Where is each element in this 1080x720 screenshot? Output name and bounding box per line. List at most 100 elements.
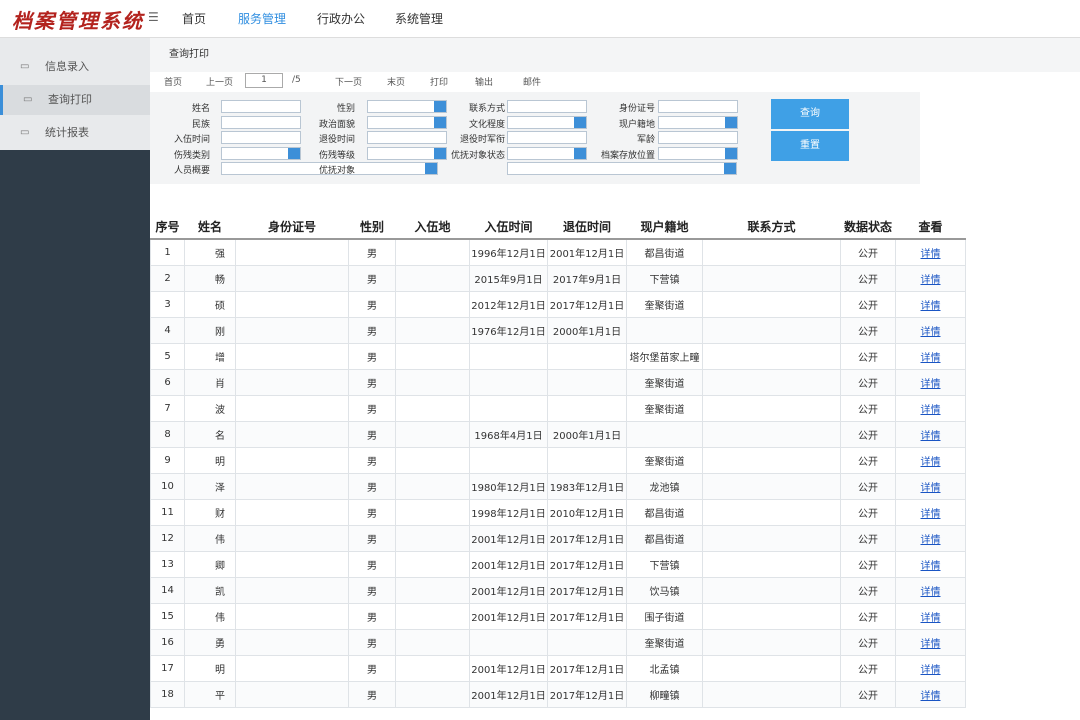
toolbar-print[interactable]: 打印 xyxy=(430,78,449,88)
field-label: 民族 xyxy=(191,119,210,130)
table-cell: 详情 xyxy=(895,317,966,344)
table-cell: 伟 xyxy=(184,525,236,552)
table-cell: 2012年12月1日 xyxy=(469,291,548,318)
table-cell: 下营镇 xyxy=(626,265,703,292)
table-cell xyxy=(547,395,627,422)
page-input[interactable]: 1 xyxy=(245,73,283,88)
detail-link[interactable]: 详情 xyxy=(920,483,941,494)
column-header: 联系方式 xyxy=(702,214,841,240)
nav-item[interactable]: 首页 xyxy=(182,12,207,26)
table-cell: 男 xyxy=(348,499,396,526)
sidebar-item[interactable]: 统计报表 ▭ xyxy=(0,118,150,148)
table-cell: 硕 xyxy=(184,291,236,318)
select-input[interactable] xyxy=(507,162,737,175)
text-input[interactable] xyxy=(658,100,738,113)
select-input[interactable] xyxy=(658,146,738,160)
select-input[interactable] xyxy=(507,146,587,160)
text-input[interactable] xyxy=(507,131,587,144)
table-cell: 10 xyxy=(150,473,185,500)
table-cell xyxy=(395,473,470,500)
toolbar-export[interactable]: 输出 xyxy=(475,78,494,88)
table-cell: 龙池镇 xyxy=(626,473,703,500)
column-header: 现户籍地 xyxy=(626,214,703,240)
text-input[interactable] xyxy=(221,115,301,129)
table-cell: 2000年1月1日 xyxy=(547,421,627,448)
nav-item[interactable]: 行政办公 xyxy=(317,12,366,26)
button[interactable]: 重置 xyxy=(771,131,849,161)
detail-link[interactable]: 详情 xyxy=(920,639,941,650)
detail-link[interactable]: 详情 xyxy=(920,431,941,442)
column-header: 查看 xyxy=(895,214,966,240)
table-cell: 详情 xyxy=(895,395,966,422)
toolbar-last[interactable]: 末页 xyxy=(387,78,406,88)
sidebar-item[interactable]: 查询打印 ▭ xyxy=(0,85,150,115)
field-label: 性别 xyxy=(336,104,355,114)
detail-link[interactable]: 详情 xyxy=(920,353,941,364)
detail-link[interactable]: 详情 xyxy=(920,613,941,624)
table-cell: 男 xyxy=(348,447,396,474)
detail-link[interactable]: 详情 xyxy=(920,587,941,598)
table-cell: 2001年12月1日 xyxy=(469,525,548,552)
detail-link[interactable]: 详情 xyxy=(920,561,941,572)
toolbar-prev[interactable]: 上一页 xyxy=(206,78,234,88)
table-cell xyxy=(702,421,841,448)
button[interactable]: 查询 xyxy=(771,99,849,129)
select-input[interactable] xyxy=(367,146,447,160)
dropdown-arrow xyxy=(434,116,446,128)
dropdown-arrow xyxy=(434,101,446,112)
text-input[interactable] xyxy=(367,131,447,144)
detail-link[interactable]: 详情 xyxy=(920,301,941,312)
table-cell: 详情 xyxy=(895,499,966,526)
table-cell: 8 xyxy=(150,421,185,448)
result-table: 序号 姓名 身份证号 性别 入伍地 入伍时间 退伍时间 现户籍地 联系方式 数据状态 查看 1 强男 19… xyxy=(150,214,966,708)
table-cell: 男 xyxy=(348,577,396,604)
detail-link[interactable]: 详情 xyxy=(920,379,941,390)
detail-link[interactable]: 详情 xyxy=(920,327,941,338)
text-input[interactable] xyxy=(507,100,587,113)
table-cell: 1998年12月1日 xyxy=(469,499,548,526)
table-cell: 1 xyxy=(150,238,185,266)
select-input[interactable] xyxy=(221,146,301,160)
table-cell xyxy=(235,655,349,682)
table-cell: 4 xyxy=(150,317,185,344)
detail-link[interactable]: 详情 xyxy=(920,665,941,676)
table-cell: 饮马镇 xyxy=(626,577,703,604)
field-label: 退役时军衔 xyxy=(459,135,505,145)
table-cell: 公开 xyxy=(840,369,896,396)
table-cell: 7 xyxy=(150,395,185,422)
sidebar-item[interactable]: 信息录入 ▭ xyxy=(0,52,150,82)
select-input[interactable] xyxy=(367,115,447,129)
detail-link[interactable]: 详情 xyxy=(920,457,941,468)
top-bar: 档案管理系统 ☰ xyxy=(0,0,1080,38)
table-cell: 详情 xyxy=(895,603,966,630)
select-input[interactable] xyxy=(221,162,438,175)
toolbar-next[interactable]: 下一页 xyxy=(335,78,363,88)
table-cell xyxy=(702,343,841,370)
select-input[interactable] xyxy=(367,100,447,113)
detail-link[interactable]: 详情 xyxy=(920,249,941,260)
toolbar-mail[interactable]: 邮件 xyxy=(523,78,542,88)
select-input[interactable] xyxy=(507,115,587,129)
text-input[interactable] xyxy=(658,131,738,144)
field-label: 联系方式 xyxy=(468,104,505,114)
table-cell xyxy=(235,629,349,656)
table-cell: 14 xyxy=(150,577,185,604)
menu-icon[interactable]: ☰ xyxy=(148,10,159,24)
detail-link[interactable]: 详情 xyxy=(920,535,941,546)
table-row: 7 波 男 奎聚街道 公开 详情 xyxy=(150,395,966,422)
toolbar-first[interactable]: 首页 xyxy=(164,78,183,88)
text-input[interactable] xyxy=(221,131,301,144)
table-cell xyxy=(235,577,349,604)
detail-link[interactable]: 详情 xyxy=(920,275,941,286)
text-input[interactable] xyxy=(221,100,301,113)
table-cell xyxy=(235,551,349,578)
detail-link[interactable]: 详情 xyxy=(920,405,941,416)
table-cell xyxy=(235,291,349,318)
select-input[interactable] xyxy=(658,115,738,129)
table-cell: 1983年12月1日 xyxy=(547,473,627,500)
nav-item[interactable]: 系统管理 xyxy=(395,12,444,26)
detail-link[interactable]: 详情 xyxy=(920,691,941,702)
table-cell: 详情 xyxy=(895,238,966,266)
detail-link[interactable]: 详情 xyxy=(920,509,941,520)
nav-item[interactable]: 服务管理 xyxy=(238,12,287,26)
